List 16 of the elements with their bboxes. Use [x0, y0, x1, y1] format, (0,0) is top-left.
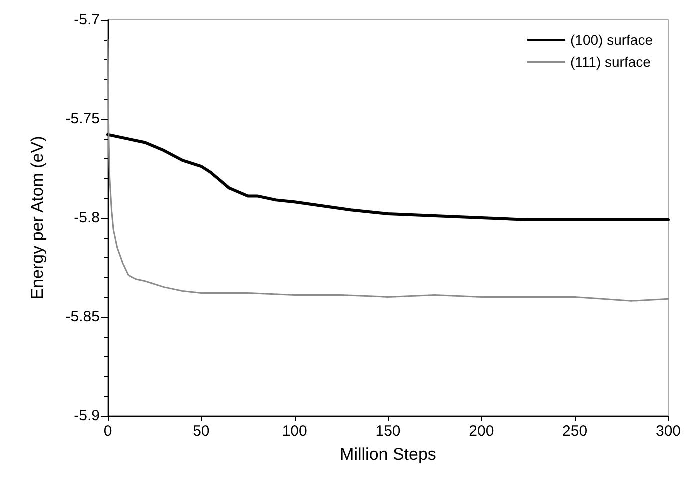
- x-tick-label: 200: [469, 423, 494, 440]
- y-tick-label: -5.7: [74, 12, 100, 28]
- y-tick-label: -5.9: [74, 408, 100, 424]
- y-axis-title: Energy per Atom (eV): [28, 136, 47, 300]
- x-axis-title: Million Steps: [340, 445, 436, 464]
- x-tick-label: 100: [282, 423, 308, 440]
- legend-label: (111) surface: [570, 54, 652, 70]
- x-tick-label: 300: [656, 423, 681, 440]
- x-tick-label: 50: [193, 423, 210, 440]
- y-tick-label: -5.8: [74, 210, 100, 226]
- x-tick-label: 150: [376, 423, 401, 440]
- y-tick-label: -5.75: [66, 110, 100, 128]
- y-tick-label: -5.85: [66, 308, 100, 326]
- x-tick-label: 0: [104, 423, 112, 440]
- legend-label: (100) surface: [570, 32, 654, 48]
- x-tick-label: 250: [562, 423, 588, 440]
